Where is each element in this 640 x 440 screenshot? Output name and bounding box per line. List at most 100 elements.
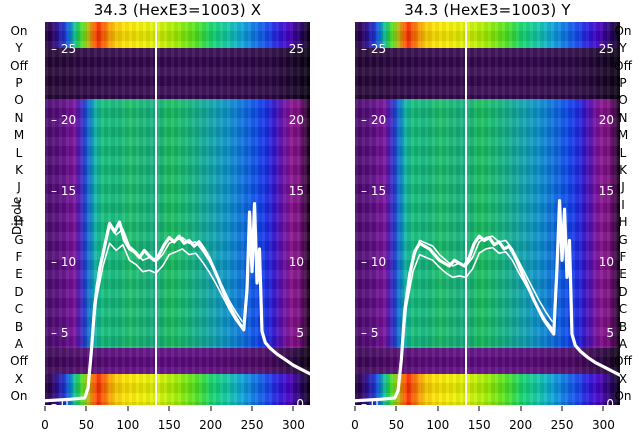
category-tick-label: B [14, 319, 24, 334]
category-tick-label: M [13, 128, 25, 143]
category-tick-label: Off [10, 58, 28, 73]
x-tick-label: 0 [351, 418, 359, 432]
heatmap-band [45, 98, 310, 349]
x-tick-mark [210, 406, 212, 411]
heatmap-band [355, 47, 620, 99]
category-tick-label: O [618, 93, 628, 108]
heatmap-panel-y[interactable]: – 0 – 5 – 10 – 15 – 20 – 25 0 5 10 15 20 25 [355, 22, 620, 405]
y-tick-label: 15 [598, 184, 614, 199]
category-tick-label: On [10, 23, 28, 38]
category-tick-label: On [614, 23, 632, 38]
x-tick-label: 100 [426, 418, 450, 432]
overlay-trace [90, 242, 243, 351]
category-tick-label: K [619, 162, 627, 177]
category-tick-label: H [14, 215, 24, 230]
y-tick-label: 25 [598, 42, 614, 57]
category-tick-label: N [14, 110, 24, 125]
category-tick-label: On [10, 389, 28, 404]
category-tick-label: L [15, 145, 23, 160]
category-tick-label: C [14, 302, 24, 317]
y-tick-label: 0 [296, 397, 304, 405]
overlay-trace [45, 201, 310, 403]
category-tick-label: P [619, 75, 627, 90]
x-axis-right: 0 50 100 150 200 250 300 [351, 405, 620, 439]
x-tick-mark [127, 406, 129, 411]
category-axis-right: On Y Off P O N M L K J I H G F E D C B A Off X On [606, 22, 640, 405]
category-tick-label: E [619, 267, 627, 282]
y-tick-label: – 25 [361, 42, 387, 57]
x-tick-label: 100 [116, 418, 140, 432]
heatmap-band [45, 22, 310, 48]
y-tick-label: – 5 [361, 326, 379, 341]
y-tick-label: – 0 [51, 397, 69, 405]
overlay-trace [355, 199, 620, 403]
x-tick-label: 150 [467, 418, 491, 432]
y-tick-label: – 10 [51, 255, 77, 270]
y-tick-label: 15 [288, 184, 304, 199]
y-tick-label: 0 [606, 397, 614, 405]
x-tick-mark [520, 406, 522, 411]
x-tick-label: 200 [199, 418, 223, 432]
category-tick-label: C [618, 302, 628, 317]
x-tick-mark [44, 406, 46, 411]
x-tick-label: 250 [240, 418, 264, 432]
x-tick-mark [251, 406, 253, 411]
category-tick-label: X [14, 371, 24, 386]
category-tick-label: G [14, 232, 24, 247]
y-tick-label: 25 [288, 42, 304, 57]
overlay-trace [90, 225, 243, 341]
overlay-trace [400, 246, 553, 359]
x-tick-label: 250 [550, 418, 574, 432]
y-tick-label: – 20 [51, 113, 77, 128]
overlay-trace [400, 235, 553, 350]
category-tick-label: D [14, 284, 24, 299]
x-tick-label: 150 [157, 418, 181, 432]
x-tick-label: 0 [41, 418, 49, 432]
x-tick-mark [437, 406, 439, 411]
panel-title-y: 34.3 (HexE3=1003) Y [404, 1, 571, 19]
category-tick-label: N [618, 110, 628, 125]
category-tick-label: M [617, 128, 629, 143]
vertical-marker-line [155, 22, 158, 405]
category-tick-label: P [15, 75, 23, 90]
y-tick-label: – 5 [51, 326, 69, 341]
x-tick-mark [292, 406, 294, 411]
x-tick-mark [85, 406, 87, 411]
y-tick-label: – 10 [361, 255, 387, 270]
panel-title-x: 34.3 (HexE3=1003) X [93, 1, 262, 19]
x-tick-label: 300 [281, 418, 305, 432]
vertical-marker-line [465, 22, 468, 405]
x-axis-left: 0 50 100 150 200 250 300 [41, 405, 310, 439]
overlay-traces [45, 201, 310, 403]
category-tick-label: L [619, 145, 627, 160]
category-tick-label: I [621, 197, 625, 212]
y-tick-label: – 0 [361, 397, 379, 405]
category-tick-label: X [618, 371, 628, 386]
heatmap-panel-x[interactable]: – 0 – 5 – 10 – 15 – 20 – 25 0 5 10 15 20 25 [45, 22, 310, 405]
category-tick-label: E [15, 267, 23, 282]
y-tick-label: – 15 [51, 184, 77, 199]
category-tick-label: Off [614, 354, 632, 369]
category-tick-label: O [14, 93, 24, 108]
x-tick-label: 200 [509, 418, 533, 432]
category-tick-label: J [17, 180, 21, 195]
x-tick-label: 50 [388, 418, 405, 432]
heatmap-band [355, 22, 620, 48]
category-tick-label: G [618, 232, 628, 247]
y-tick-label: 20 [288, 113, 304, 128]
heatmap-band [45, 47, 310, 99]
category-tick-label: Off [614, 58, 632, 73]
y-tick-label: 10 [288, 255, 304, 270]
y-tick-label: 5 [606, 326, 614, 341]
y-tick-label: – 15 [361, 184, 387, 199]
category-tick-label: F [15, 250, 23, 265]
overlay-traces [355, 199, 620, 403]
x-tick-mark [561, 406, 563, 411]
category-tick-label: H [618, 215, 628, 230]
category-tick-label: I [17, 197, 21, 212]
category-tick-label: K [15, 162, 23, 177]
category-tick-label: B [618, 319, 628, 334]
category-tick-label: Y [15, 41, 23, 56]
x-tick-mark [354, 406, 356, 411]
